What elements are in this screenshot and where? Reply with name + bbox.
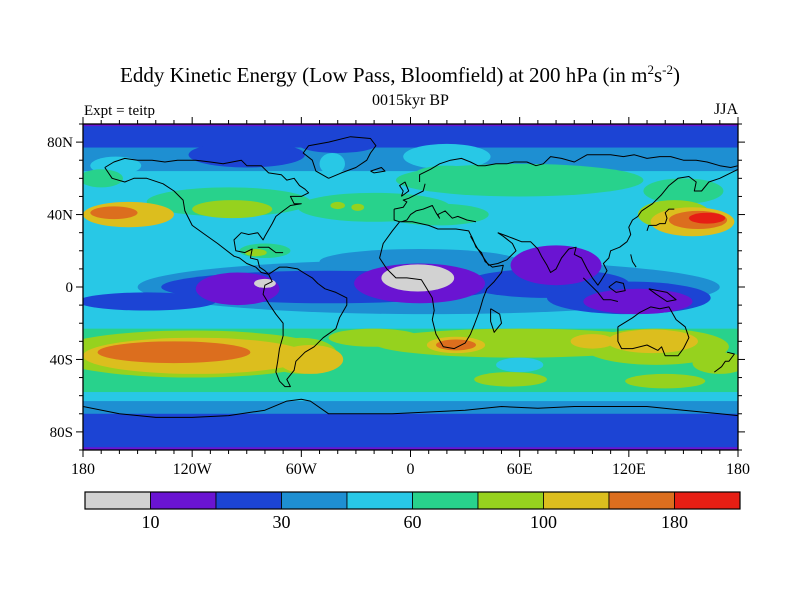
colorbar-segment <box>543 491 610 510</box>
contour-blob <box>83 169 124 188</box>
coastline <box>302 136 377 179</box>
contour-blob <box>403 143 491 170</box>
y-axis-label: 40S <box>50 352 73 368</box>
y-axis-label: 40N <box>47 208 73 224</box>
contour-blob <box>570 334 615 349</box>
coastline <box>257 246 284 254</box>
coastline <box>630 254 637 268</box>
coastline <box>470 232 517 266</box>
coastline <box>648 288 677 302</box>
colorbar-segment <box>477 491 544 510</box>
x-axis-label: 180 <box>71 461 95 478</box>
contour-band <box>83 124 738 148</box>
coastline <box>490 308 502 333</box>
coastline <box>399 181 410 197</box>
contour-blob <box>90 206 138 220</box>
x-axis-label: 120W <box>173 461 213 478</box>
x-axis-label: 60E <box>507 461 533 478</box>
colorbar-segment <box>150 491 217 510</box>
coastline <box>497 210 643 286</box>
contour-blob <box>643 178 724 204</box>
coastline <box>617 306 690 357</box>
contour-blob <box>381 264 455 292</box>
season-label: JJA <box>713 101 738 118</box>
coastline <box>641 168 738 212</box>
contour-blob <box>688 212 726 224</box>
map-area <box>83 124 738 450</box>
coastline <box>379 221 504 350</box>
coastline <box>582 277 619 302</box>
contour-blob <box>625 373 706 389</box>
colorbar-label: 100 <box>530 512 557 532</box>
contour-blob <box>188 142 305 168</box>
coastline <box>608 281 626 293</box>
title-text: Eddy Kinetic Energy (Low Pass, Bloomfiel… <box>120 63 648 87</box>
colorbar-segment <box>608 491 675 510</box>
contour-band <box>83 413 738 450</box>
title-text-close: ) <box>672 63 680 87</box>
colorbar-label: 180 <box>661 512 688 532</box>
contour-blob <box>319 248 520 275</box>
contour-blob <box>583 288 693 315</box>
contour-blob <box>510 245 602 286</box>
title-text-s: s <box>653 63 663 87</box>
contour-blob <box>414 165 480 184</box>
coastline <box>714 351 735 373</box>
colorbar-label: 10 <box>142 512 160 532</box>
coastline <box>419 154 738 182</box>
title-superscript-minus2: -2 <box>662 62 673 77</box>
y-axis-label: 80S <box>50 425 73 441</box>
y-axis-label: 80N <box>47 135 73 151</box>
colorbar-segment <box>412 491 479 510</box>
contour-band <box>83 447 738 450</box>
contour-blob <box>192 200 273 219</box>
contour-blob <box>297 134 378 153</box>
coastline <box>262 266 348 388</box>
colorbar-segment <box>215 491 282 510</box>
contour-blob <box>607 329 698 354</box>
contour-blob <box>244 248 267 257</box>
contour-blob <box>351 203 365 211</box>
colorbar-label: 60 <box>404 512 422 532</box>
contour-blob <box>330 201 345 210</box>
contour-blob <box>474 372 547 387</box>
colorbar-segment <box>84 491 151 510</box>
colorbar-label: 30 <box>273 512 291 532</box>
colorbar-segment <box>281 491 348 510</box>
contour-blob <box>97 341 251 364</box>
coastline <box>401 205 477 223</box>
contour-blob <box>83 292 216 311</box>
contour-blob <box>277 344 344 374</box>
x-axis-label: 120E <box>612 461 646 478</box>
axis-ticks <box>76 117 745 457</box>
y-axis-label: 0 <box>66 280 74 296</box>
chart-subtitle: 0015kyr BP <box>372 92 449 109</box>
contour-blob <box>692 352 738 374</box>
x-axis-label: 180 <box>726 461 750 478</box>
experiment-label: Expt = teitp <box>84 103 155 119</box>
coastline <box>370 167 386 174</box>
coastline <box>83 398 738 418</box>
chart-title: Eddy Kinetic Energy (Low Pass, Bloomfiel… <box>40 62 760 88</box>
colorbar-frame <box>84 491 741 510</box>
x-axis-label: 60W <box>286 461 318 478</box>
title-superscript-2: 2 <box>647 62 654 77</box>
coastline <box>393 209 400 223</box>
contour-blob <box>319 152 345 175</box>
coastline <box>104 157 310 275</box>
x-axis-label: 0 <box>407 461 415 478</box>
colorbar-segment <box>674 491 741 510</box>
coastline <box>394 183 426 210</box>
colorbar-segment <box>346 491 413 510</box>
contour-blob <box>496 357 544 373</box>
contour-blob <box>254 278 276 288</box>
coastline <box>646 208 675 232</box>
contour-band <box>83 124 738 127</box>
